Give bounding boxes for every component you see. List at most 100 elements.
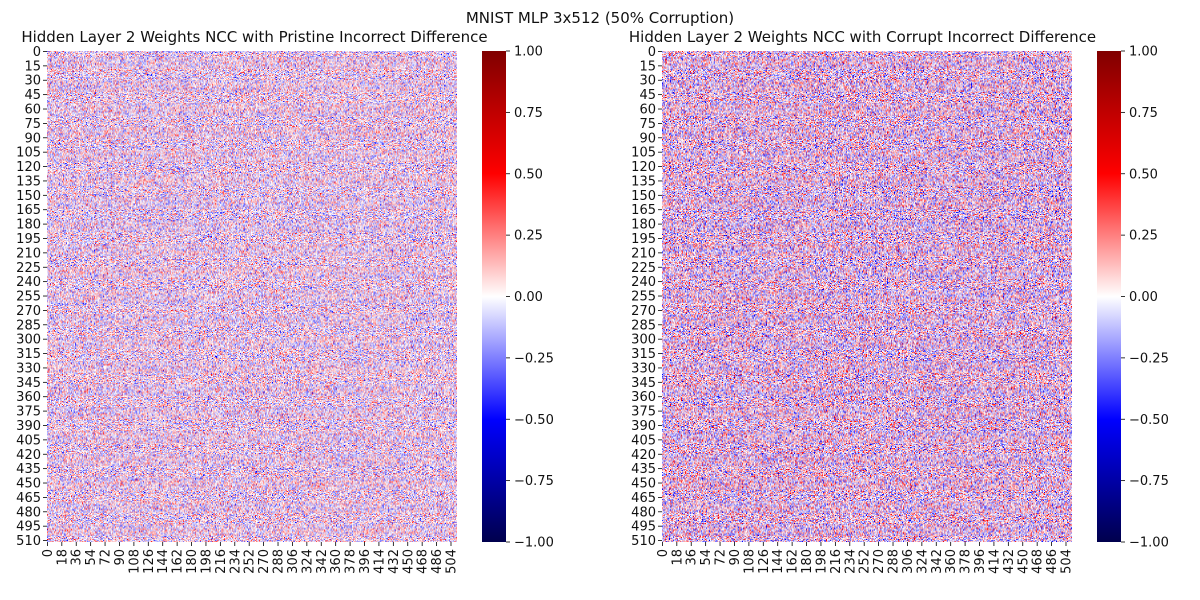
x-tick-label: 396 — [973, 549, 988, 574]
y-tick-label: 165 — [16, 203, 41, 218]
x-tick-label: 486 — [1045, 549, 1060, 574]
x-tick-label: 54 — [699, 549, 714, 566]
x-tick-label: 90 — [728, 549, 743, 566]
colorbar-tick-label: 0.75 — [1129, 106, 1158, 121]
x-tick-label: 180 — [185, 549, 200, 574]
colorbar-tick-label: 0.75 — [514, 106, 543, 121]
y-tick-label: 75 — [24, 117, 41, 132]
colorbar: 1.00 0.75 0.50 0.25 0.00 −0.25 −0.50 −0.75 −1.00 — [1097, 45, 1169, 551]
y-tick-label: 240 — [16, 275, 41, 290]
x-tick-label: 198 — [199, 549, 214, 574]
x-tick-label: 468 — [1031, 549, 1046, 574]
y-tick-label: 420 — [16, 448, 41, 463]
colorbar-tick-label: −0.75 — [1129, 474, 1169, 489]
y-tick-label: 255 — [631, 290, 656, 305]
colorbar-tick-label: 1.00 — [514, 45, 543, 60]
x-tick-label: 18 — [55, 549, 70, 566]
x-tick-label: 360 — [944, 549, 959, 574]
y-tick-label: 210 — [16, 246, 41, 261]
heatmap-cells — [47, 51, 457, 542]
y-tick-label: 300 — [631, 333, 656, 348]
x-tick-label: 126 — [142, 549, 157, 574]
y-tick-label: 405 — [631, 433, 656, 448]
y-tick-label: 15 — [639, 59, 656, 74]
colorbar-tick-label: −0.25 — [1129, 351, 1169, 366]
y-tick-label: 90 — [639, 131, 656, 146]
y-tick-label: 345 — [631, 376, 656, 391]
x-tick-label: 450 — [1016, 549, 1031, 574]
x-tick-label: 396 — [358, 549, 373, 574]
y-tick-label: 120 — [16, 160, 41, 175]
y-tick-label: 105 — [16, 146, 41, 161]
y-tick-label: 60 — [24, 103, 41, 118]
y-tick-label: 315 — [16, 347, 41, 362]
x-tick-label: 270 — [257, 549, 272, 574]
y-tick-label: 390 — [631, 419, 656, 434]
y-tick-label: 375 — [631, 405, 656, 420]
colorbar-tick-label: 0.50 — [514, 167, 543, 182]
x-tick-label: 72 — [99, 549, 114, 566]
x-tick-label: 72 — [714, 549, 729, 566]
figure-title: MNIST MLP 3x512 (50% Corruption) — [465, 9, 735, 27]
x-tick-label: 450 — [401, 549, 416, 574]
y-tick-label: 135 — [16, 174, 41, 189]
y-tick-label: 225 — [16, 261, 41, 276]
y-tick-label: 135 — [631, 174, 656, 189]
x-tick-label: 504 — [444, 549, 459, 574]
x-tick-label: 162 — [171, 549, 186, 574]
x-tick-label: 36 — [685, 549, 700, 566]
y-tick-label: 405 — [16, 433, 41, 448]
y-tick-label: 45 — [24, 88, 41, 103]
x-tick-label: 180 — [800, 549, 815, 574]
y-tick-label: 480 — [631, 505, 656, 520]
y-tick-label: 180 — [16, 218, 41, 233]
y-tick-label: 480 — [16, 505, 41, 520]
x-tick-label: 126 — [757, 549, 772, 574]
y-tick-label: 450 — [631, 477, 656, 492]
colorbar-tick-label: −0.75 — [514, 474, 554, 489]
x-tick-label: 234 — [228, 549, 243, 574]
y-tick-label: 465 — [16, 491, 41, 506]
x-tick-label: 216 — [829, 549, 844, 574]
y-tick-label: 495 — [631, 520, 656, 535]
x-tick-label: 432 — [1002, 549, 1017, 574]
x-tick-label: 36 — [70, 549, 85, 566]
heatmap-panel-1: 0153045607590105120135150165180195210225… — [631, 45, 1169, 574]
y-tick-label: 345 — [16, 376, 41, 391]
y-tick-label: 435 — [631, 462, 656, 477]
x-tick-label: 0 — [656, 549, 671, 557]
colorbar-tick-label: 1.00 — [1129, 45, 1158, 60]
x-tick-label: 324 — [300, 549, 315, 574]
x-tick-label: 432 — [387, 549, 402, 574]
y-tick-label: 60 — [639, 103, 656, 118]
y-tick-label: 420 — [631, 448, 656, 463]
colorbar: 1.00 0.75 0.50 0.25 0.00 −0.25 −0.50 −0.75 −1.00 — [482, 45, 554, 551]
y-tick-label: 255 — [16, 290, 41, 305]
y-tick-label: 435 — [16, 462, 41, 477]
y-tick-label: 45 — [639, 88, 656, 103]
colorbar-tick-label: −1.00 — [1129, 536, 1169, 551]
y-tick-label: 495 — [16, 520, 41, 535]
x-tick-label: 252 — [243, 549, 258, 574]
x-tick-label: 18 — [670, 549, 685, 566]
y-tick-label: 270 — [16, 304, 41, 319]
y-tick-label: 105 — [631, 146, 656, 161]
x-tick-label: 504 — [1059, 549, 1074, 574]
y-tick-label: 210 — [631, 246, 656, 261]
colorbar-gradient — [1097, 51, 1121, 542]
x-tick-label: 198 — [814, 549, 829, 574]
colorbar-tick-label: −0.50 — [1129, 413, 1169, 428]
x-tick-label: 288 — [272, 549, 287, 574]
x-tick-label: 0 — [41, 549, 56, 557]
y-tick-label: 360 — [631, 390, 656, 405]
x-tick-label: 108 — [742, 549, 757, 574]
colorbar-tick-label: 0.00 — [1129, 290, 1158, 305]
x-tick-label: 144 — [156, 549, 171, 574]
x-tick-label: 414 — [372, 549, 387, 574]
x-tick-label: 216 — [214, 549, 229, 574]
y-tick-label: 150 — [631, 189, 656, 204]
x-tick-label: 54 — [84, 549, 99, 566]
x-tick-label: 90 — [113, 549, 128, 566]
colorbar-tick-label: −0.50 — [514, 413, 554, 428]
